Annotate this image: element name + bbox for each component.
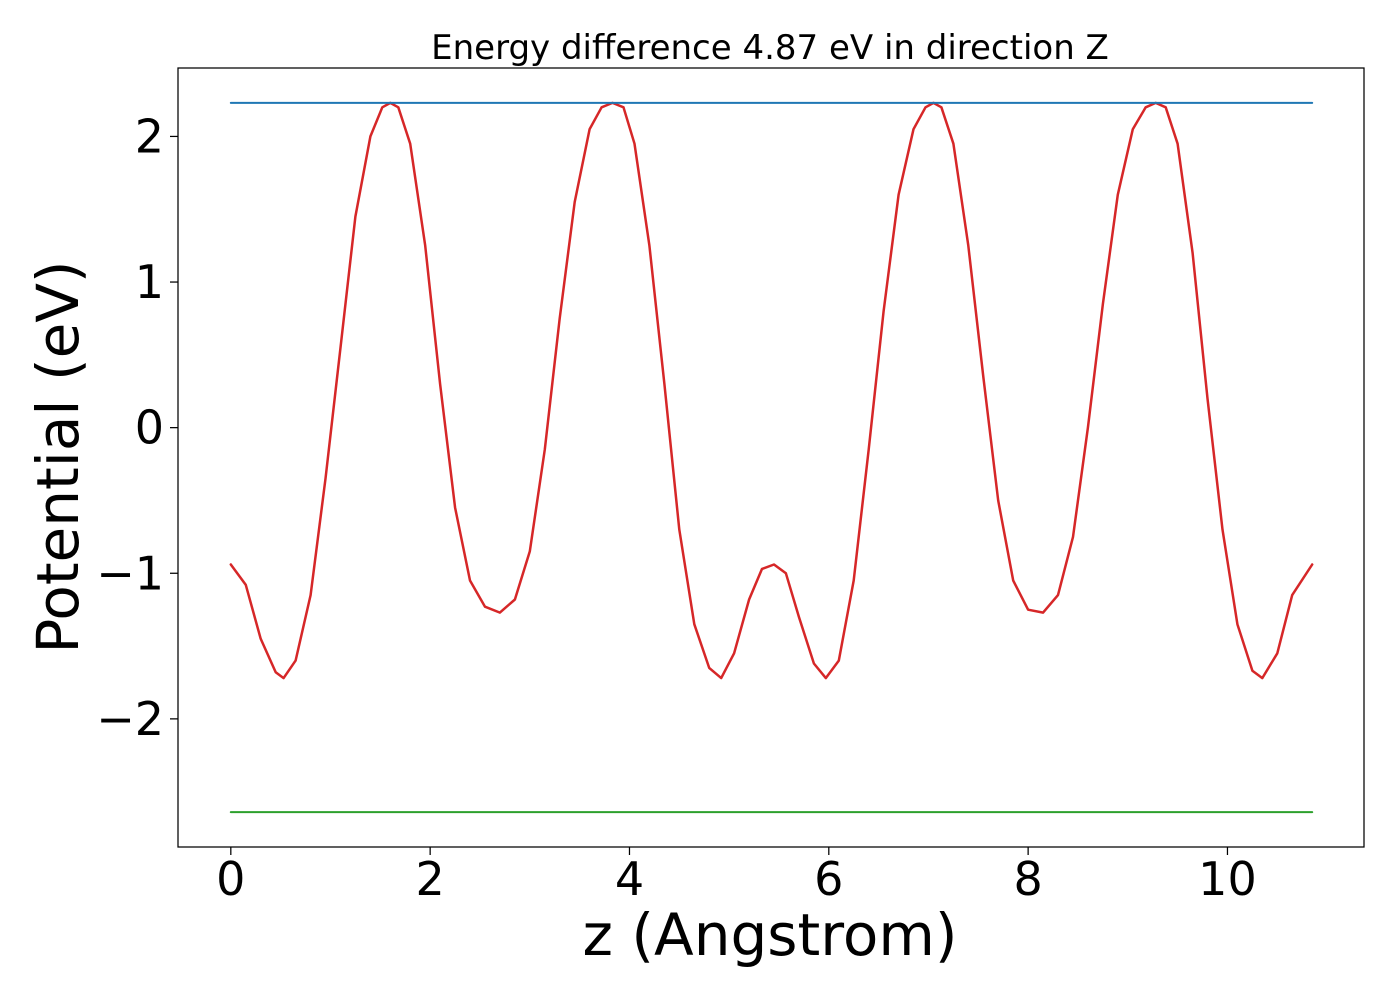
chart-title: Energy difference 4.87 eV in direction Z xyxy=(431,28,1109,68)
y-tick-label: −1 xyxy=(96,546,164,600)
y-axis-label: Potential (eV) xyxy=(24,260,92,653)
plot-area xyxy=(229,101,1314,814)
x-tick-label: 8 xyxy=(1013,852,1042,906)
x-tick-label: 6 xyxy=(814,852,843,906)
x-tick-label: 10 xyxy=(1198,852,1257,906)
y-tick-label: 1 xyxy=(135,255,164,309)
y-tick-label: 0 xyxy=(135,401,164,455)
y-axis: −2 −1 0 1 2 xyxy=(96,109,178,746)
x-tick-label: 4 xyxy=(615,852,644,906)
x-axis: 0 2 4 6 8 10 xyxy=(216,847,1257,906)
x-axis-label: z (Angstrom) xyxy=(583,901,958,969)
x-tick-label: 0 xyxy=(216,852,245,906)
y-tick-label: −2 xyxy=(96,692,164,746)
series-line-0 xyxy=(229,101,1314,680)
axes-frame xyxy=(177,67,1365,848)
y-tick-label: 2 xyxy=(135,109,164,163)
x-tick-label: 2 xyxy=(416,852,445,906)
